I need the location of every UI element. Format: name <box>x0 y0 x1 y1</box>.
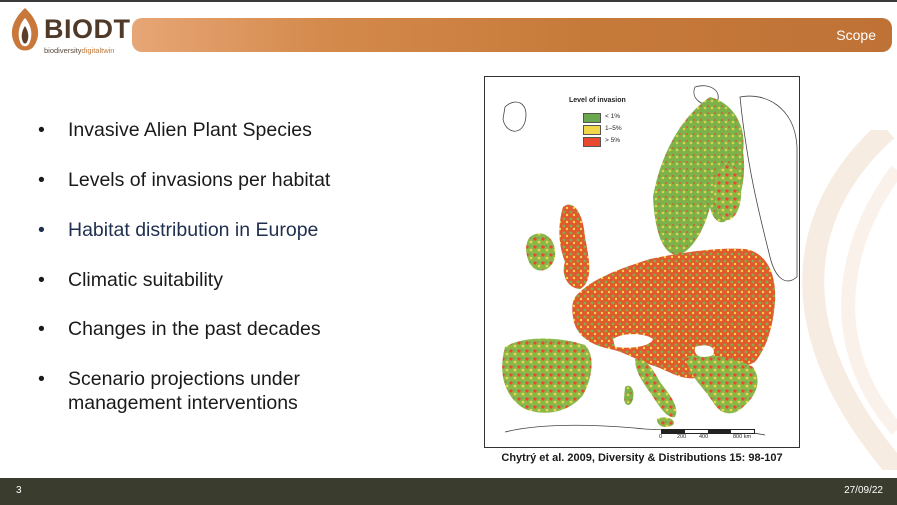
continental-europe-region <box>572 248 776 379</box>
greenland-outline <box>502 101 527 132</box>
header-title: Scope <box>836 27 876 43</box>
scale-label: 800 km <box>733 434 752 440</box>
lake-gap <box>694 345 714 357</box>
logo-tagline: biodiversitydigitaltwin <box>44 46 115 55</box>
balkans-region <box>685 355 758 414</box>
italy-region <box>635 358 677 418</box>
header-bar: Scope <box>132 18 892 52</box>
leaf-flame-icon <box>11 8 39 51</box>
legend-label: < 1% <box>605 113 620 120</box>
legend-label: 1–5% <box>605 125 622 132</box>
legend-swatch <box>583 113 601 123</box>
bullet-item: • Climatic suitability <box>38 269 223 291</box>
legend-title: Level of invasion <box>569 97 626 104</box>
bullet-list: • Invasive Alien Plant Species • Levels of… <box>38 118 330 415</box>
europe-invasion-map: Level of invasion < 1% 1–5% > 5% 0 200 4… <box>484 76 800 448</box>
bullet-item: • Levels of invasions per habitat <box>38 169 331 191</box>
bullet-dot: • <box>38 269 45 291</box>
bullet-item: • Invasive Alien Plant Species <box>38 119 312 141</box>
scale-label: 400 <box>699 434 709 440</box>
alps-gap <box>613 334 653 348</box>
europe-map-graphic <box>502 85 798 436</box>
figure-citation: Chytrý et al. 2009, Diversity & Distribu… <box>501 452 783 464</box>
background-swirl-decoration <box>802 130 897 470</box>
bullet-dot: • <box>38 219 45 241</box>
iberia-region <box>502 338 592 413</box>
footer-bar: 3 27/09/22 <box>0 478 897 505</box>
bullet-dot: • <box>38 169 45 191</box>
legend-swatch <box>583 125 601 135</box>
ireland-region <box>526 233 556 271</box>
top-border <box>0 0 897 2</box>
bullet-dot: • <box>38 368 45 390</box>
sardinia-region <box>624 385 634 405</box>
sicily-region <box>657 417 674 427</box>
logo-wordmark: BIODT <box>44 14 131 44</box>
bullet-item: • Scenario projections under management i… <box>38 368 300 414</box>
bullet-item: • Changes in the past decades <box>38 318 321 340</box>
bullet-item-highlighted: • Habitat distribution in Europe <box>38 219 319 241</box>
finland-region <box>714 163 742 221</box>
page-number: 3 <box>16 485 22 496</box>
bullet-dot: • <box>38 119 45 141</box>
biodt-logo: BIODT biodiversitydigitaltwin <box>8 6 138 60</box>
russia-outline <box>739 95 798 282</box>
great-britain-region <box>559 204 590 289</box>
scale-label: 0 <box>659 434 663 440</box>
legend-label: > 5% <box>605 137 620 144</box>
map-scale-bar: 0 200 400 800 km <box>659 429 755 441</box>
bullet-dot: • <box>38 318 45 340</box>
slide-date: 27/09/22 <box>844 485 883 496</box>
scale-label: 200 <box>677 434 687 440</box>
legend-swatch <box>583 137 601 147</box>
scale-bar-graphic <box>661 429 755 434</box>
